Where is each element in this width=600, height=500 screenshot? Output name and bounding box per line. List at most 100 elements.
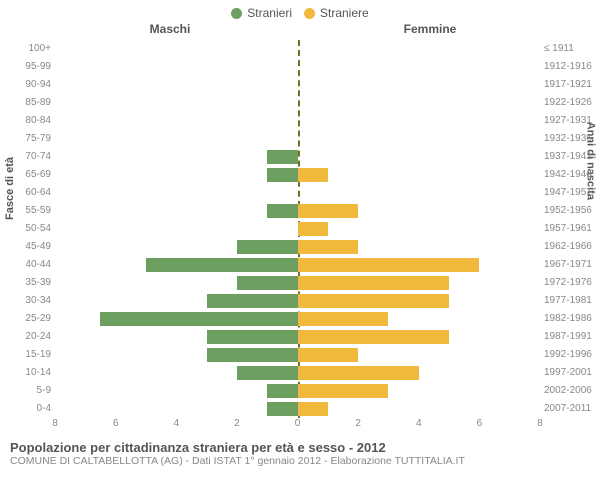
pyramid-row: 15-191992-1996: [55, 346, 540, 364]
birth-label: 2007-2011: [544, 400, 600, 418]
x-tick: 6: [469, 418, 489, 429]
birth-label: 1927-1931: [544, 112, 600, 130]
birth-label: 2002-2006: [544, 382, 600, 400]
birth-label: 1952-1956: [544, 202, 600, 220]
age-label: 45-49: [7, 238, 51, 256]
bar-male: [207, 348, 298, 362]
bar-male: [267, 168, 297, 182]
legend-swatch-female: [304, 8, 315, 19]
bar-male: [267, 402, 297, 416]
chart-subtitle: COMUNE DI CALTABELLOTTA (AG) - Dati ISTA…: [10, 455, 590, 467]
birth-label: 1977-1981: [544, 292, 600, 310]
pyramid-row: 80-841927-1931: [55, 112, 540, 130]
birth-label: 1947-1951: [544, 184, 600, 202]
age-label: 35-39: [7, 274, 51, 292]
birth-label: 1917-1921: [544, 76, 600, 94]
bar-male: [146, 258, 298, 272]
x-tick: 4: [166, 418, 186, 429]
chart-title: Popolazione per cittadinanza straniera p…: [10, 440, 590, 455]
pyramid-row: 95-991912-1916: [55, 58, 540, 76]
bar-female: [298, 312, 389, 326]
birth-label: 1957-1961: [544, 220, 600, 238]
age-label: 20-24: [7, 328, 51, 346]
bar-female: [298, 366, 419, 380]
birth-label: 1972-1976: [544, 274, 600, 292]
pyramid-row: 70-741937-1941: [55, 148, 540, 166]
pyramid-row: 55-591952-1956: [55, 202, 540, 220]
bar-female: [298, 384, 389, 398]
pyramid-row: 75-791932-1936: [55, 130, 540, 148]
age-label: 55-59: [7, 202, 51, 220]
birth-label: ≤ 1911: [544, 40, 600, 58]
birth-label: 1932-1936: [544, 130, 600, 148]
age-label: 0-4: [7, 400, 51, 418]
bar-female: [298, 402, 328, 416]
plot-area: 100+≤ 191195-991912-191690-941917-192185…: [55, 40, 540, 418]
legend-label-male: Stranieri: [247, 6, 292, 20]
age-label: 95-99: [7, 58, 51, 76]
pyramid-row: 65-691942-1946: [55, 166, 540, 184]
pyramid-row: 10-141997-2001: [55, 364, 540, 382]
bar-female: [298, 276, 450, 290]
pyramid-row: 60-641947-1951: [55, 184, 540, 202]
x-tick: 4: [409, 418, 429, 429]
x-tick: 2: [227, 418, 247, 429]
x-axis: 864202468: [55, 418, 540, 434]
pyramid-chart: Stranieri Straniere Maschi Femmine Fasce…: [0, 0, 600, 500]
age-label: 70-74: [7, 148, 51, 166]
bar-male: [207, 294, 298, 308]
birth-label: 1987-1991: [544, 328, 600, 346]
bar-male: [100, 312, 297, 326]
bar-male: [207, 330, 298, 344]
legend-swatch-male: [231, 8, 242, 19]
legend-item-female: Straniere: [304, 6, 369, 20]
age-label: 15-19: [7, 346, 51, 364]
bar-male: [267, 150, 297, 164]
pyramid-row: 50-541957-1961: [55, 220, 540, 238]
bar-male: [267, 384, 297, 398]
age-label: 40-44: [7, 256, 51, 274]
pyramid-row: 25-291982-1986: [55, 310, 540, 328]
age-label: 65-69: [7, 166, 51, 184]
pyramid-row: 30-341977-1981: [55, 292, 540, 310]
pyramid-row: 5-92002-2006: [55, 382, 540, 400]
header-male: Maschi: [0, 22, 300, 36]
x-tick: 2: [348, 418, 368, 429]
birth-label: 1962-1966: [544, 238, 600, 256]
bar-male: [237, 276, 298, 290]
birth-label: 1937-1941: [544, 148, 600, 166]
age-label: 100+: [7, 40, 51, 58]
age-label: 10-14: [7, 364, 51, 382]
pyramid-row: 90-941917-1921: [55, 76, 540, 94]
column-headers: Maschi Femmine: [0, 22, 600, 36]
age-label: 60-64: [7, 184, 51, 202]
birth-label: 1992-1996: [544, 346, 600, 364]
header-female: Femmine: [300, 22, 600, 36]
age-label: 80-84: [7, 112, 51, 130]
birth-label: 1982-1986: [544, 310, 600, 328]
birth-label: 1922-1926: [544, 94, 600, 112]
legend-label-female: Straniere: [320, 6, 369, 20]
birth-label: 1912-1916: [544, 58, 600, 76]
bar-male: [267, 204, 297, 218]
age-label: 25-29: [7, 310, 51, 328]
bar-female: [298, 258, 480, 272]
bar-female: [298, 240, 359, 254]
birth-label: 1942-1946: [544, 166, 600, 184]
pyramid-row: 40-441967-1971: [55, 256, 540, 274]
x-tick: 6: [106, 418, 126, 429]
age-label: 90-94: [7, 76, 51, 94]
bar-female: [298, 294, 450, 308]
age-label: 50-54: [7, 220, 51, 238]
pyramid-row: 45-491962-1966: [55, 238, 540, 256]
birth-label: 1997-2001: [544, 364, 600, 382]
caption: Popolazione per cittadinanza straniera p…: [0, 434, 600, 467]
bar-female: [298, 222, 328, 236]
bar-male: [237, 366, 298, 380]
age-label: 5-9: [7, 382, 51, 400]
pyramid-row: 100+≤ 1911: [55, 40, 540, 58]
legend-item-male: Stranieri: [231, 6, 292, 20]
x-tick: 8: [530, 418, 550, 429]
bar-female: [298, 168, 328, 182]
x-tick: 8: [45, 418, 65, 429]
